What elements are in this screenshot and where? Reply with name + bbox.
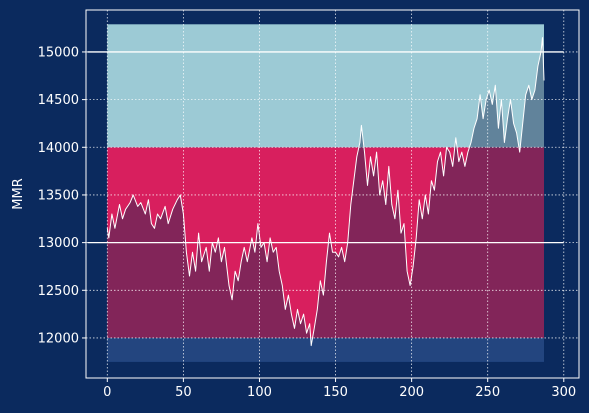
y-axis-label: MMR	[11, 178, 26, 209]
x-tick-label-6: 300	[551, 385, 576, 400]
axes-frame	[85, 9, 580, 379]
x-tick-label-3: 150	[323, 385, 348, 400]
y-tick-label-2: 13000	[38, 236, 79, 251]
under-fill-area	[107, 37, 545, 362]
x-tick-label-4: 200	[399, 385, 424, 400]
plot-frame	[85, 9, 580, 379]
y-tick-label-5: 14500	[38, 93, 79, 108]
y-tick-label-1: 12500	[38, 284, 79, 299]
y-axis-ticks: 12000 12500 13000 13500 14000 14500 15000	[38, 45, 86, 346]
area-under-line	[107, 37, 545, 362]
y-tick-label-3: 13500	[38, 188, 79, 203]
band-2	[107, 24, 545, 148]
x-axis-ticks: 0 50 100 150 200 250 300	[103, 378, 576, 400]
x-tick-label-5: 250	[475, 385, 500, 400]
x-tick-label-2: 100	[247, 385, 272, 400]
x-tick-label-0: 0	[103, 385, 111, 400]
threshold-lines	[87, 51, 564, 244]
x-tick-label-1: 50	[175, 385, 192, 400]
band-0	[107, 337, 545, 362]
mmr-line	[106, 37, 545, 347]
mmr-series	[106, 37, 545, 347]
y-tick-label-4: 14000	[38, 141, 79, 156]
y-tick-label-6: 15000	[38, 45, 79, 60]
y-tick-label-0: 12000	[38, 331, 79, 346]
